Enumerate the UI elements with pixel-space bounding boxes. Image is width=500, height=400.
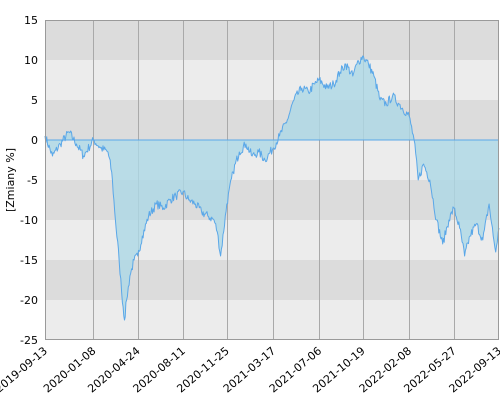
- plot-border: [45, 20, 499, 340]
- series-layer: [44, 55, 500, 321]
- y-tick-label: -20: [20, 294, 38, 307]
- y-tick-label: -5: [27, 174, 38, 187]
- y-axis: 15 10 5 0 -5 -10 -15 -20 -25: [20, 14, 38, 347]
- y-tick-label: -25: [20, 334, 38, 347]
- grid-band: [45, 60, 499, 100]
- y-tick-label: 15: [24, 14, 38, 27]
- grid-band: [45, 100, 499, 140]
- series-area: [45, 56, 499, 320]
- y-axis-title: [Zmiany %]: [4, 148, 17, 212]
- y-tick-label: -10: [20, 214, 38, 227]
- series-line: [44, 55, 500, 321]
- y-tick-label: 0: [31, 134, 38, 147]
- grid-band: [45, 20, 499, 60]
- x-axis: 2019-09-132020-01-082020-04-242020-08-11…: [0, 344, 500, 395]
- grid-band: [45, 260, 499, 300]
- y-tick-label: -15: [20, 254, 38, 267]
- y-tick-label: 10: [24, 54, 38, 67]
- grid-band: [45, 300, 499, 340]
- grid-band: [45, 220, 499, 260]
- y-tick-label: 5: [31, 94, 38, 107]
- plot-frame: [45, 20, 499, 340]
